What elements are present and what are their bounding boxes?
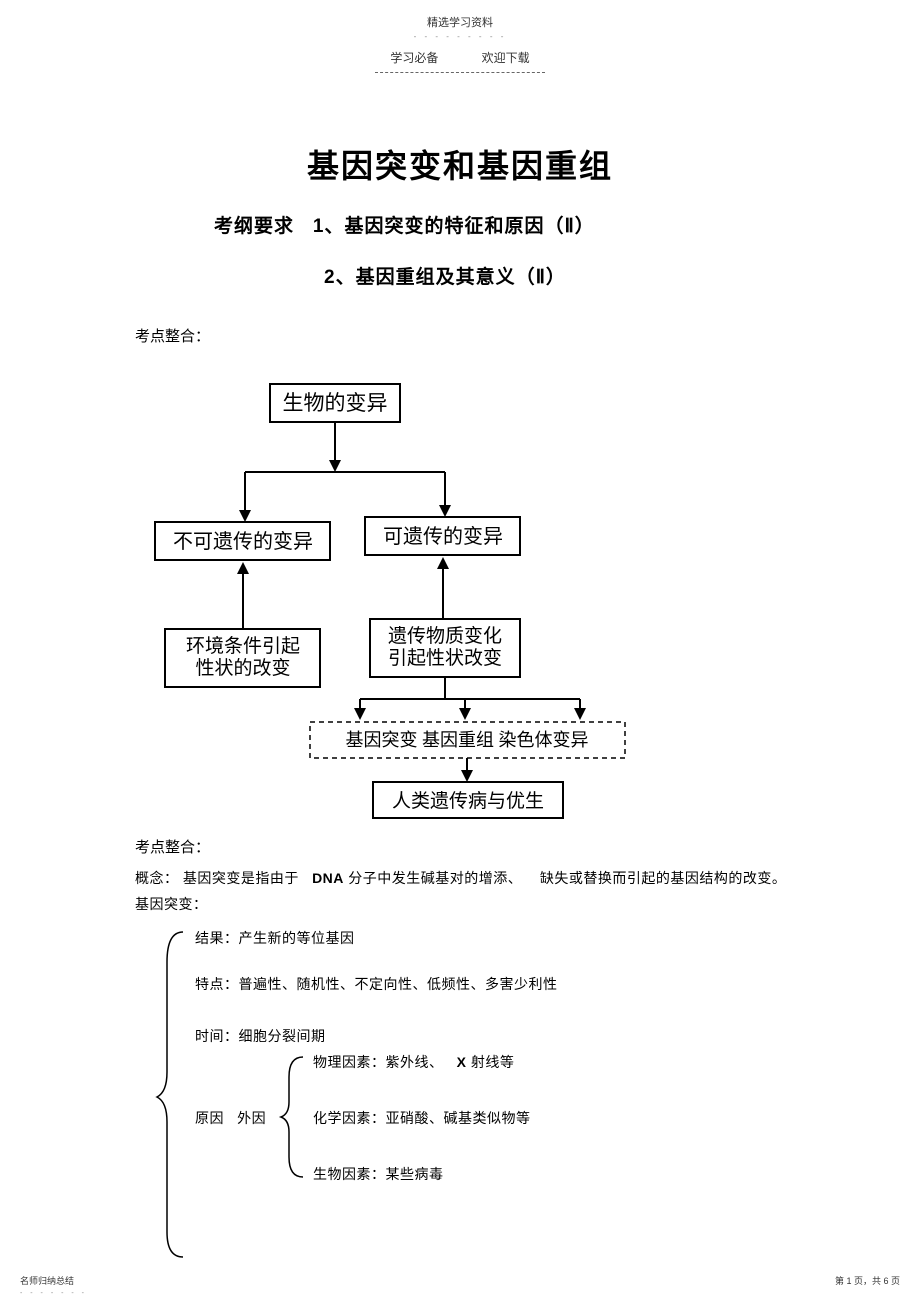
concept-text-a: 基因突变是指由于 xyxy=(183,870,299,886)
node-dashed: 基因突变 基因重组 染色体变异 xyxy=(346,730,589,750)
concept-text-c: 缺失或替换而引起的基因结构的改变。 xyxy=(540,870,787,886)
node-bottom: 人类遗传病与优生 xyxy=(392,790,544,812)
footer-left-dots: - - - - - - - xyxy=(20,1290,87,1297)
sub1-b: X xyxy=(457,1054,467,1070)
node-left-b-2: 性状的改变 xyxy=(195,657,290,679)
brace-item-result: 结果：产生新的等位基因 xyxy=(195,928,355,948)
header-sub-right: 欢迎下载 xyxy=(482,51,530,65)
brace-item-cause-label: 原因 外因 xyxy=(195,1108,266,1128)
header-top-text: 精选学习资料 xyxy=(0,0,920,32)
syllabus-2-num: 2、 xyxy=(324,267,356,288)
node-right: 可遗传的变异 xyxy=(383,525,503,548)
header-sub-left: 学习必备 xyxy=(390,51,438,65)
cause-ext: 外因 xyxy=(237,1110,266,1126)
brace-sub-chemical: 化学因素：亚硝酸、碱基类似物等 xyxy=(313,1108,531,1128)
node-right-b-2: 引起性状改变 xyxy=(388,647,502,669)
header-sub: 学习必备 欢迎下载 xyxy=(0,49,920,70)
flowchart-svg: 生物的变异 不可遗传的变异 可遗传的变异 环境条件引起 性状的改变 遗传物质变化… xyxy=(135,364,635,824)
brace-sub-biological: 生物因素：某些病毒 xyxy=(313,1164,444,1184)
page-title: 基因突变和基因重组 xyxy=(0,141,920,187)
sub1-c: 射线等 xyxy=(471,1054,515,1070)
concept-prefix: 概念： xyxy=(135,870,179,886)
flowchart-diagram: 生物的变异 不可遗传的变异 可遗传的变异 环境条件引起 性状的改变 遗传物质变化… xyxy=(135,364,635,824)
node-right-b-1: 遗传物质变化 xyxy=(388,625,502,647)
node-top: 生物的变异 xyxy=(283,391,388,415)
concept-text-b: 分子中发生碱基对的增添、 xyxy=(348,870,522,886)
syllabus-1-num: 1、 xyxy=(313,216,345,237)
syllabus-2-text: 基因重组及其意义（Ⅱ） xyxy=(356,267,566,288)
footer-left-text: 名师归纳总结 xyxy=(20,1274,74,1287)
brace-sub-physical: 物理因素：紫外线、 X 射线等 xyxy=(313,1052,514,1072)
cause-label: 原因 xyxy=(195,1110,224,1126)
syllabus-label: 考纲要求 xyxy=(214,216,294,237)
mutation-label: 基因突变： xyxy=(135,893,795,915)
header-dash-line xyxy=(375,72,545,73)
concept-paragraph: 概念： 基因突变是指由于 DNA 分子中发生碱基对的增添、 缺失或替换而引起的基… xyxy=(135,867,795,889)
footer-right-text: 第 1 页，共 6 页 xyxy=(835,1274,900,1287)
brace-svg xyxy=(155,922,795,1262)
section-1-label: 考点整合： xyxy=(135,325,920,346)
section-2-label: 考点整合： xyxy=(135,836,920,857)
sub1-a: 物理因素：紫外线、 xyxy=(313,1054,444,1070)
brace-structure: 结果：产生新的等位基因 特点：普遍性、随机性、不定向性、低频性、多害少利性 时间… xyxy=(155,922,795,1262)
brace-item-feature: 特点：普遍性、随机性、不定向性、低频性、多害少利性 xyxy=(195,974,558,994)
syllabus-1-text: 基因突变的特征和原因（Ⅱ） xyxy=(344,216,594,237)
syllabus-line-1: 考纲要求 1、基因突变的特征和原因（Ⅱ） xyxy=(214,211,920,238)
header-dots: - - - - - - - - - xyxy=(0,32,920,41)
node-left-b-1: 环境条件引起 xyxy=(186,635,300,657)
syllabus-line-2: 2、基因重组及其意义（Ⅱ） xyxy=(324,262,920,289)
concept-dna: DNA xyxy=(312,870,344,886)
node-left: 不可遗传的变异 xyxy=(173,530,313,553)
brace-item-time: 时间：细胞分裂间期 xyxy=(195,1026,326,1046)
